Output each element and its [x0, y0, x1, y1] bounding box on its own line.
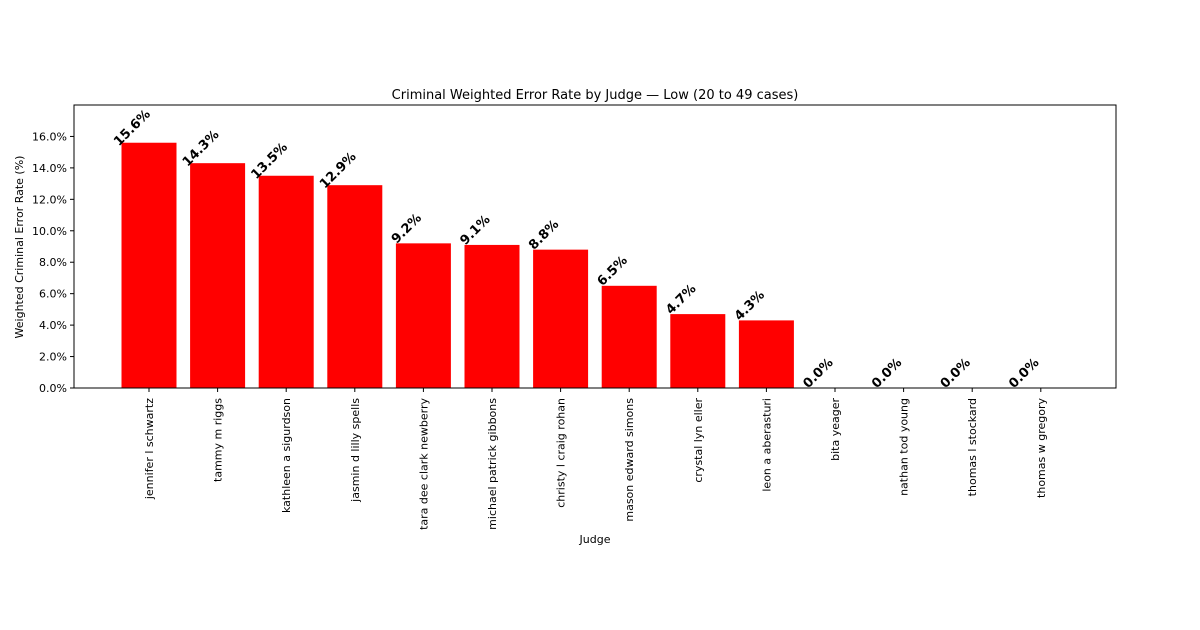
bar-christy-l-craig-rohan	[533, 249, 589, 388]
value-label: 0.0%	[869, 355, 905, 391]
x-axis-title: Judge	[579, 533, 611, 546]
plot-area-frame	[73, 104, 1117, 389]
x-tick-label: leon a aberasturi	[760, 398, 773, 492]
y-tick-label: 10.0%	[32, 225, 67, 238]
x-tick-label: christy l craig rohan	[555, 398, 568, 508]
value-label: 0.0%	[800, 355, 836, 391]
chart-title: Criminal Weighted Error Rate by Judge — …	[392, 88, 799, 103]
x-tick-label: thomas l stockard	[966, 398, 979, 496]
value-label: 0.0%	[1006, 355, 1042, 391]
bar-jennifer-l-schwartz	[121, 142, 177, 388]
value-label: 0.0%	[938, 355, 974, 391]
value-label: 9.1%	[457, 212, 493, 248]
y-tick-label: 16.0%	[32, 130, 67, 143]
bar-mason-edward-simons	[601, 285, 657, 388]
x-tick-label: michael patrick gibbons	[486, 398, 499, 530]
value-label: 8.8%	[526, 217, 562, 253]
y-tick-label: 6.0%	[39, 288, 67, 301]
x-tick-label: jennifer l schwartz	[143, 398, 156, 500]
x-tick-label: bita yeager	[829, 398, 842, 461]
y-tick-label: 14.0%	[32, 162, 67, 175]
x-tick-label: jasmin d lilly spells	[349, 398, 362, 503]
bar-crystal-lyn-eller	[670, 314, 726, 388]
x-tick-label: tammy m riggs	[212, 398, 225, 482]
x-tick-label: nathan tod young	[898, 398, 911, 496]
bar-tara-dee-clark-newberry	[395, 243, 451, 388]
bar-michael-patrick-gibbons	[464, 244, 520, 388]
bar-jasmin-d-lilly-spells	[327, 185, 383, 388]
bar-tammy-m-riggs	[190, 163, 246, 388]
x-tick-label: mason edward simons	[623, 398, 636, 522]
value-label: 4.7%	[663, 282, 699, 318]
x-tick-label: kathleen a sigurdson	[280, 398, 293, 513]
x-tick-label: thomas w gregory	[1035, 398, 1048, 498]
x-tick-label: crystal lyn eller	[692, 398, 705, 483]
bar-kathleen-a-sigurdson	[258, 175, 314, 388]
y-tick-label: 4.0%	[39, 319, 67, 332]
x-tick-label: tara dee clark newberry	[417, 398, 430, 530]
bar-leon-a-aberasturi	[738, 320, 794, 388]
y-axis-title: Weighted Criminal Error Rate (%)	[13, 156, 26, 339]
y-tick-label: 12.0%	[32, 193, 67, 206]
y-tick-label: 0.0%	[39, 382, 67, 395]
value-label: 4.3%	[732, 288, 768, 324]
value-label: 9.2%	[389, 211, 425, 247]
y-tick-label: 2.0%	[39, 351, 67, 364]
y-tick-label: 8.0%	[39, 256, 67, 269]
value-label: 6.5%	[595, 253, 631, 289]
